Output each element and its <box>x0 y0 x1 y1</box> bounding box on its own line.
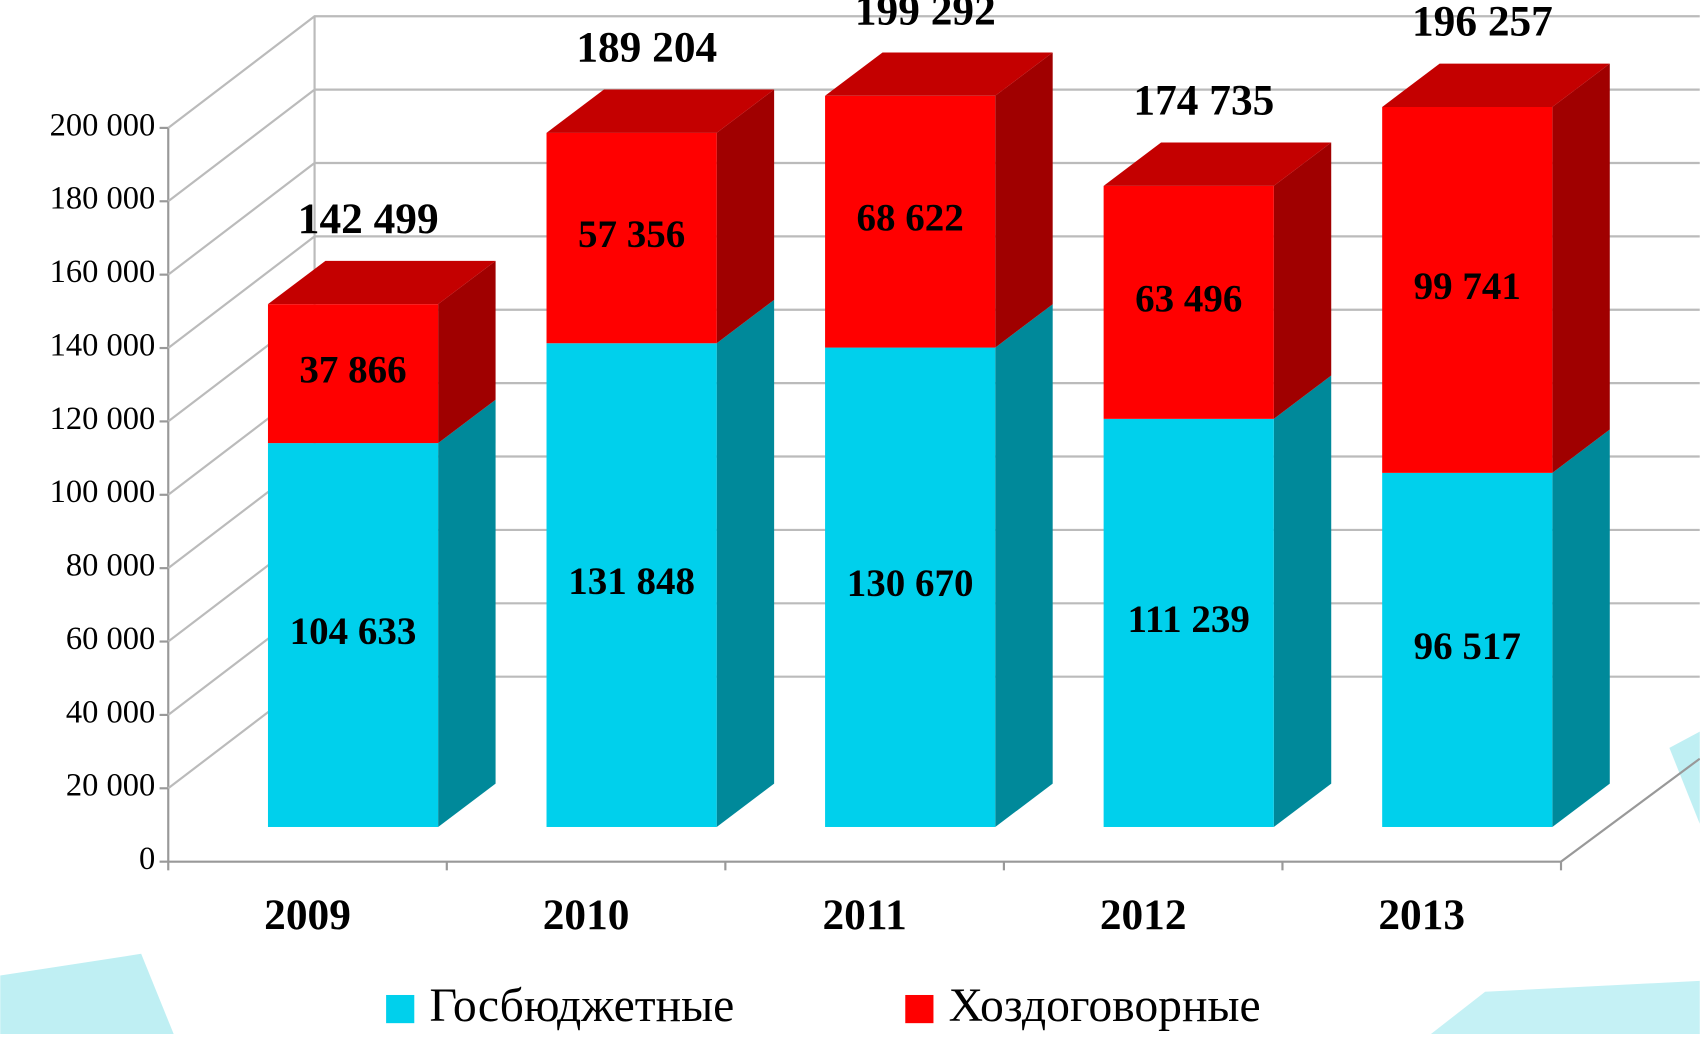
legend-label: Госбюджетные <box>429 980 734 1032</box>
total-label: 189 204 <box>576 23 717 71</box>
bar-side <box>438 399 496 827</box>
bar-side <box>716 299 775 827</box>
bar <box>267 443 439 827</box>
bar <box>1103 418 1274 827</box>
decor <box>1669 731 1700 824</box>
bar-top <box>267 260 496 305</box>
y-tick-label: 20 000 <box>66 768 155 804</box>
y-tick-label: 160 000 <box>50 254 156 290</box>
bar-top <box>825 52 1053 96</box>
y-tick-label: 80 000 <box>66 548 155 584</box>
grid-line <box>167 88 1700 203</box>
y-tick-label: 60 000 <box>66 621 155 657</box>
bar <box>825 347 996 827</box>
bar-side <box>438 260 496 444</box>
total-label: 174 735 <box>1133 77 1274 125</box>
bar-top <box>1103 142 1332 186</box>
data-label: 37 866 <box>299 349 406 392</box>
y-tick-label: 40 000 <box>66 694 155 730</box>
x-tick-label: 2009 <box>264 891 351 939</box>
bar-side <box>995 52 1053 348</box>
bar-top <box>546 89 775 133</box>
bar <box>1382 472 1553 827</box>
y-tick-label: 120 000 <box>50 401 156 437</box>
legend-label: Хоздоговорные <box>949 980 1261 1032</box>
legend-swatch <box>905 994 934 1024</box>
bar <box>1382 106 1553 473</box>
bar <box>825 95 996 348</box>
data-label: 130 670 <box>847 562 974 605</box>
data-label: 104 633 <box>290 610 417 653</box>
bar-side <box>995 304 1053 827</box>
bar <box>546 343 717 827</box>
data-label: 111 239 <box>1127 598 1249 641</box>
decor <box>0 953 174 1034</box>
total-label: 142 499 <box>298 195 439 243</box>
x-tick-label: 2010 <box>543 891 630 939</box>
x-tick-label: 2013 <box>1378 891 1465 939</box>
y-tick-label: 180 000 <box>50 181 156 217</box>
bar-side <box>716 89 775 344</box>
decor <box>1430 980 1700 1034</box>
data-label: 96 517 <box>1414 625 1521 668</box>
bar-side <box>1552 429 1610 827</box>
total-label: 199 292 <box>855 0 996 34</box>
bar <box>546 132 717 344</box>
bar <box>267 304 439 444</box>
legend-swatch <box>386 994 415 1024</box>
bar-side <box>1273 142 1332 419</box>
x-tick-label: 2012 <box>1100 891 1187 939</box>
data-label: 68 622 <box>857 197 964 240</box>
x-tick-label: 2011 <box>822 891 906 939</box>
y-tick-label: 100 000 <box>50 474 156 510</box>
bar-side <box>1273 375 1332 827</box>
bar-top <box>1382 63 1610 107</box>
bar-side <box>1552 63 1610 473</box>
y-tick-label: 200 000 <box>50 107 156 143</box>
bar <box>1103 185 1274 419</box>
total-label: 196 257 <box>1412 0 1553 46</box>
data-label: 63 496 <box>1135 277 1242 320</box>
grid-line <box>167 15 1700 129</box>
data-label: 99 741 <box>1414 265 1521 308</box>
data-label: 131 848 <box>568 560 695 603</box>
y-tick-label: 0 <box>139 841 155 877</box>
data-label: 57 356 <box>578 213 685 256</box>
y-tick-label: 140 000 <box>50 327 156 363</box>
